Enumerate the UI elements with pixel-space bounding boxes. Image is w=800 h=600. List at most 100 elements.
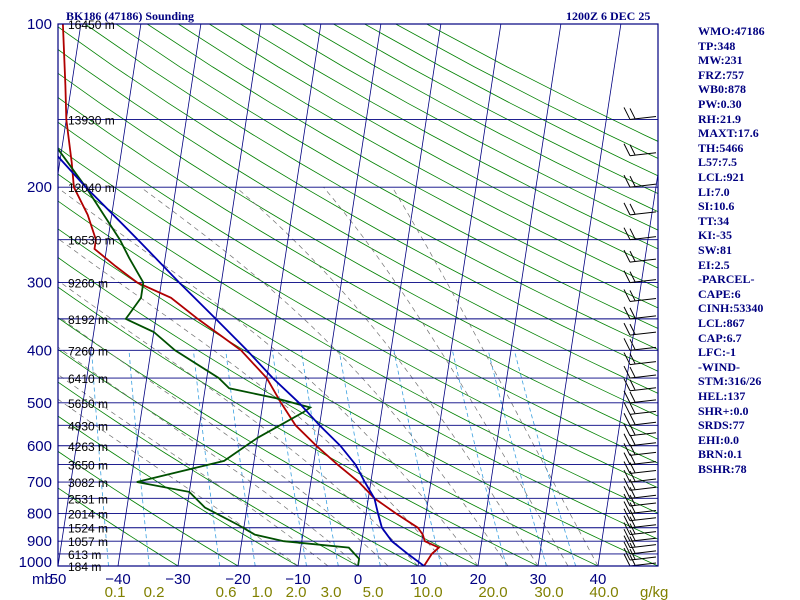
chart-title: BK186 (47186) Sounding — [66, 9, 194, 23]
dry-adiabat — [58, 173, 658, 514]
index-line: KI:-35 — [698, 228, 732, 243]
wind-barb-flag — [623, 461, 631, 474]
wind-barb — [629, 183, 657, 188]
pressure-tick-label: 800 — [27, 505, 52, 522]
index-line: MAXT:17.6 — [698, 126, 759, 141]
temperature-tick-label: −30 — [165, 571, 190, 588]
mixing-ratio-tick-label: 40.0 — [589, 584, 618, 600]
wind-barb — [629, 399, 657, 404]
index-line: HEL:137 — [698, 389, 746, 403]
isotherm — [58, 24, 142, 566]
moist-adiabat — [235, 186, 539, 566]
wind-barb-flag — [629, 307, 636, 319]
wind-barb-flag — [629, 516, 636, 527]
wind-barb-flag — [623, 413, 631, 426]
mixing-ratio-tick-label: 3.0 — [321, 584, 342, 600]
wind-barb-flag — [629, 228, 636, 239]
index-line: FRZ:757 — [698, 67, 744, 82]
wind-barb-flag — [623, 227, 631, 240]
height-label: 16450 m — [68, 18, 115, 32]
wind-barb — [629, 387, 657, 392]
wind-barb-flag — [623, 174, 631, 188]
wind-barb — [629, 374, 657, 379]
wind-barb-flag — [629, 502, 636, 513]
pressure-tick-label: 900 — [27, 533, 52, 550]
height-label: 2531 m — [68, 492, 108, 506]
wind-barb-flag — [629, 523, 636, 534]
isotherm — [237, 24, 322, 566]
isotherm — [117, 24, 202, 566]
height-label: 12040 m — [68, 181, 115, 195]
wind-barb — [629, 331, 657, 336]
sounding-profiles — [58, 24, 441, 566]
wind-barb-flag — [623, 515, 631, 528]
pressure-unit-label: mb — [32, 571, 53, 588]
mixing-ratio-line — [193, 350, 221, 566]
wind-barb-flag — [629, 271, 636, 282]
temperature-tick-label: 30 — [530, 571, 547, 588]
mixing-ratio-tick-label: 20.0 — [478, 584, 507, 600]
pressure-tick-label: 200 — [27, 179, 52, 196]
dry-adiabats — [58, 24, 658, 566]
wind-barb-flag — [623, 306, 631, 320]
index-line: LCL:867 — [698, 316, 745, 330]
isotherm — [597, 171, 658, 566]
wind-barb-flag — [629, 494, 636, 506]
wind-barb — [629, 115, 657, 120]
wind-barb-flag — [623, 289, 631, 302]
mixing-ratio-tick-label: 0.1 — [105, 584, 126, 600]
wind-barb — [629, 486, 657, 491]
temperature-tick-label: 50 — [50, 571, 67, 588]
height-label: 10530 m — [68, 234, 115, 248]
index-line: PW:0.30 — [698, 97, 742, 111]
height-label: 184 m — [68, 560, 101, 574]
isotherm — [177, 24, 262, 566]
wind-barbs — [623, 107, 657, 567]
isotherm — [537, 24, 622, 566]
isotherm — [477, 24, 562, 566]
wind-barb — [629, 297, 657, 302]
mixing-ratio-tick-label: 0.2 — [144, 584, 165, 600]
index-line: LFC:-1 — [698, 345, 736, 360]
wind-barb — [629, 152, 657, 157]
wind-barb — [629, 537, 657, 542]
wind-barb-flag — [623, 390, 631, 404]
wind-barb-flag — [629, 353, 636, 364]
index-line: TT:34 — [698, 213, 730, 228]
wind-barb-flag — [623, 143, 631, 156]
mixing-ratio-tick-label: 2.0 — [286, 584, 307, 600]
height-label: 3082 m — [68, 476, 108, 490]
temperature-tick-label: 0 — [354, 571, 362, 588]
wind-barb-flag — [629, 487, 636, 498]
index-line: TH:5466 — [698, 140, 744, 155]
mixing-ratio-line — [513, 350, 577, 566]
wind-barb-flag — [623, 508, 631, 521]
isotherm — [417, 24, 502, 566]
wind-barb — [629, 211, 657, 216]
profile-line-1 — [58, 147, 361, 566]
pressure-tick-label: 400 — [27, 342, 52, 359]
wind-barb-flag — [623, 338, 631, 351]
wind-barb — [629, 346, 657, 351]
wind-barb-flag — [629, 536, 636, 547]
plot-frame — [57, 23, 659, 567]
isotherm — [58, 24, 82, 177]
wind-barb-flag — [629, 366, 636, 378]
wind-barb — [629, 279, 657, 284]
wind-barb-flag — [623, 547, 631, 561]
wind-barb — [629, 432, 657, 437]
wind-barb-flag — [623, 107, 631, 120]
pressure-tick-label: 700 — [27, 474, 52, 491]
wind-barb — [629, 509, 657, 514]
wind-barb — [629, 421, 657, 426]
wind-barb-flag — [629, 479, 636, 490]
height-label: 1057 m — [68, 535, 108, 549]
wind-barb — [629, 258, 657, 263]
wind-barb — [629, 469, 657, 474]
wind-barb — [629, 524, 657, 529]
pressure-tick-label: 100 — [27, 16, 52, 33]
isotherm — [357, 24, 442, 566]
wind-barb-flag — [629, 424, 636, 435]
wind-barb-flag — [623, 553, 631, 567]
isotherms — [58, 24, 658, 566]
